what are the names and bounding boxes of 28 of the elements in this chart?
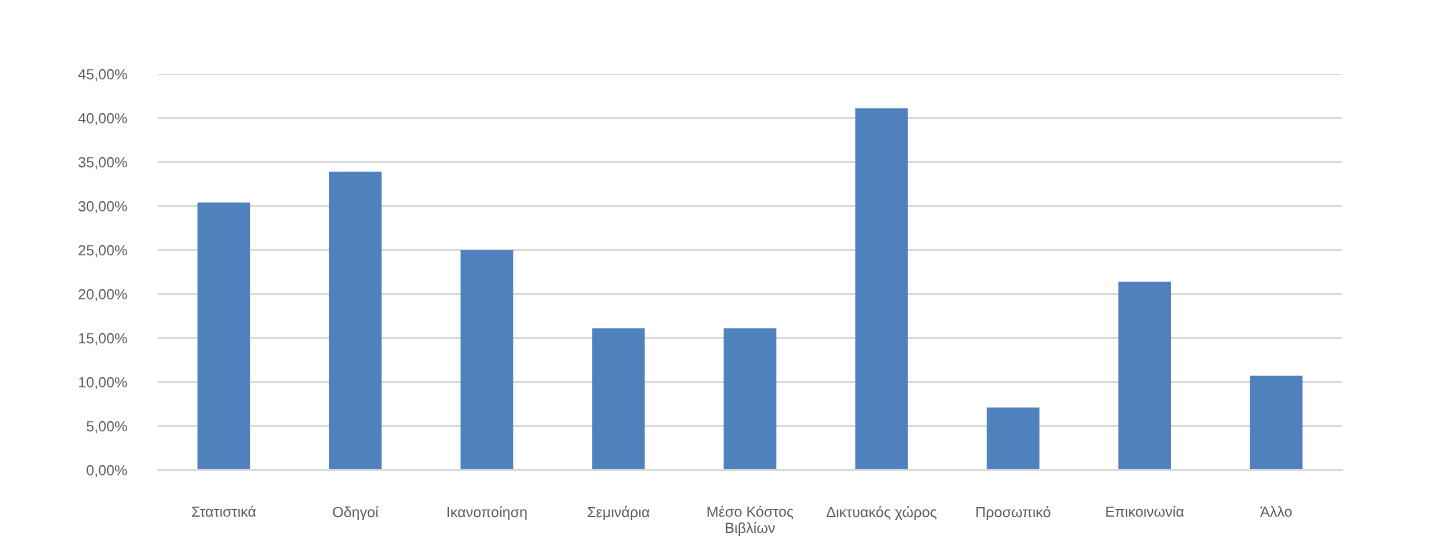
bar [855,108,908,470]
y-tick-label: 40,00% [78,113,127,126]
y-tick-label: 25,00% [78,245,127,258]
y-tick-label: 0,00% [86,465,127,478]
bar [460,250,514,470]
x-tick-label: Στατιστικά [192,505,256,517]
y-tick-label: 10,00% [79,377,127,390]
bar [329,171,382,470]
bar [723,328,777,470]
bar [1118,281,1171,470]
bar [197,202,251,470]
x-tick-label: Ικανοποίηση [447,506,527,521]
x-tick-label: Δικτυακός χώρος [826,506,937,521]
x-tick-label: Άλλο [1260,506,1292,517]
x-tick-label: Μέσο Κόστος Βιβλίων [707,505,794,536]
bar [986,407,1040,470]
x-tick-label: Οδηγοί [332,506,379,521]
x-tick-label: Σεμινάρια [587,506,650,521]
bar [1249,375,1303,470]
y-tick-label: 45,00% [78,69,127,82]
y-tick-label: 15,00% [79,333,127,346]
y-tick-label: 35,00% [78,157,127,170]
x-tick-label: Επικοινωνία [1106,505,1184,517]
y-tick-label: 30,00% [78,201,127,214]
x-tick-label: Προσωπικό [976,506,1051,521]
y-tick-label: 20,00% [78,289,127,302]
y-tick-label: 5,00% [86,421,127,434]
bar [592,328,645,470]
